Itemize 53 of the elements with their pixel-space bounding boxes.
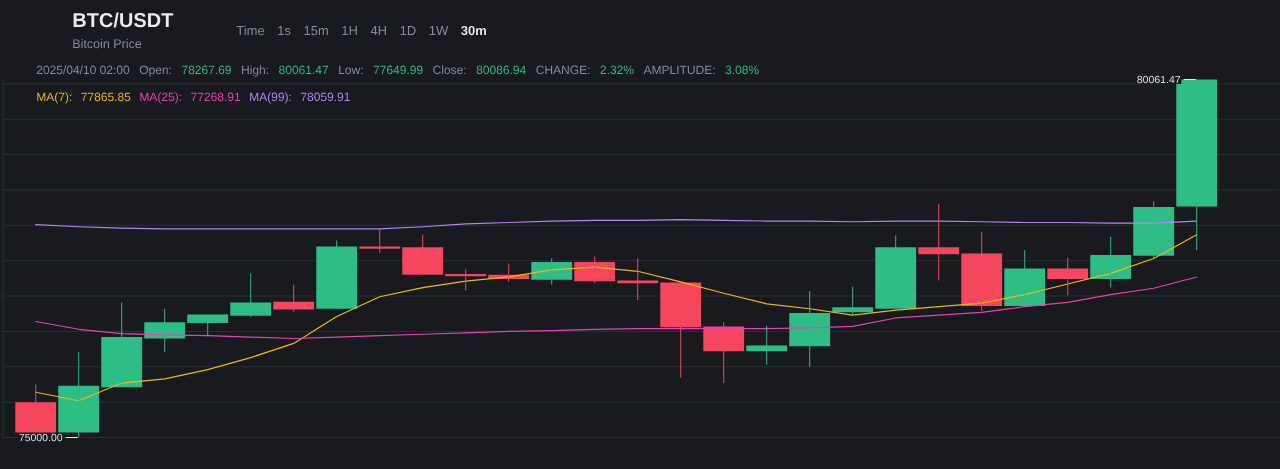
text: 80086.94 bbox=[476, 65, 526, 75]
text: MA(7): bbox=[37, 92, 72, 104]
candlestick bbox=[531, 258, 573, 286]
text: 2025/04/10 02:00 bbox=[36, 65, 130, 75]
candlestick bbox=[316, 239, 358, 310]
text: Time bbox=[236, 25, 265, 36]
annotation: 78059.91 bbox=[301, 92, 350, 102]
candlestick bbox=[1004, 249, 1046, 307]
candlestick bbox=[359, 227, 401, 254]
candlestick bbox=[187, 313, 229, 337]
candlestick bbox=[660, 282, 702, 378]
text: 3.08% bbox=[725, 65, 759, 75]
text: 2.32% bbox=[600, 65, 634, 75]
text: 78267.69 bbox=[182, 65, 231, 75]
text: Close: bbox=[433, 65, 466, 75]
candlestick bbox=[875, 234, 917, 310]
annotation: 77268.91 bbox=[191, 92, 241, 102]
text: 1D bbox=[400, 26, 416, 36]
text: High: bbox=[242, 65, 268, 77]
candlestick bbox=[1090, 236, 1132, 289]
text: 77649.99 bbox=[373, 65, 423, 75]
text: AMPLITUDE: bbox=[643, 65, 715, 75]
text: Open: bbox=[139, 65, 171, 77]
candlestick bbox=[703, 321, 745, 384]
text: 15m bbox=[304, 26, 328, 36]
annotation: 80061.47 bbox=[1137, 75, 1181, 84]
annotation: 77865.85 bbox=[81, 92, 131, 102]
text: 4H bbox=[370, 26, 386, 36]
candlestick bbox=[1047, 257, 1089, 296]
candlestick bbox=[101, 301, 143, 388]
candlestick bbox=[918, 203, 960, 281]
text: 1s bbox=[278, 26, 291, 36]
text: Low: bbox=[339, 65, 363, 75]
candlestick bbox=[230, 272, 272, 318]
candlestick bbox=[402, 234, 444, 276]
annotation: 75000.00 bbox=[19, 433, 63, 442]
text: 80061.47 bbox=[279, 65, 329, 75]
text: 30m bbox=[461, 25, 486, 36]
text: 1W bbox=[429, 26, 449, 36]
candlestick bbox=[1133, 200, 1175, 260]
candlestick bbox=[789, 290, 831, 368]
candlestick bbox=[961, 231, 1003, 312]
text: MA(99): bbox=[250, 92, 291, 104]
text: MA(25): bbox=[140, 92, 181, 104]
text: 1H bbox=[342, 26, 357, 36]
chart-subtitle: Bitcoin Price bbox=[73, 38, 142, 49]
candlestick bbox=[574, 255, 616, 284]
candlestick bbox=[445, 268, 487, 291]
candlestick bbox=[832, 286, 874, 317]
text: CHANGE: bbox=[536, 65, 590, 75]
candlestick bbox=[617, 258, 659, 301]
chart-title: BTC/USDT bbox=[73, 12, 174, 28]
candlestick bbox=[15, 383, 57, 434]
